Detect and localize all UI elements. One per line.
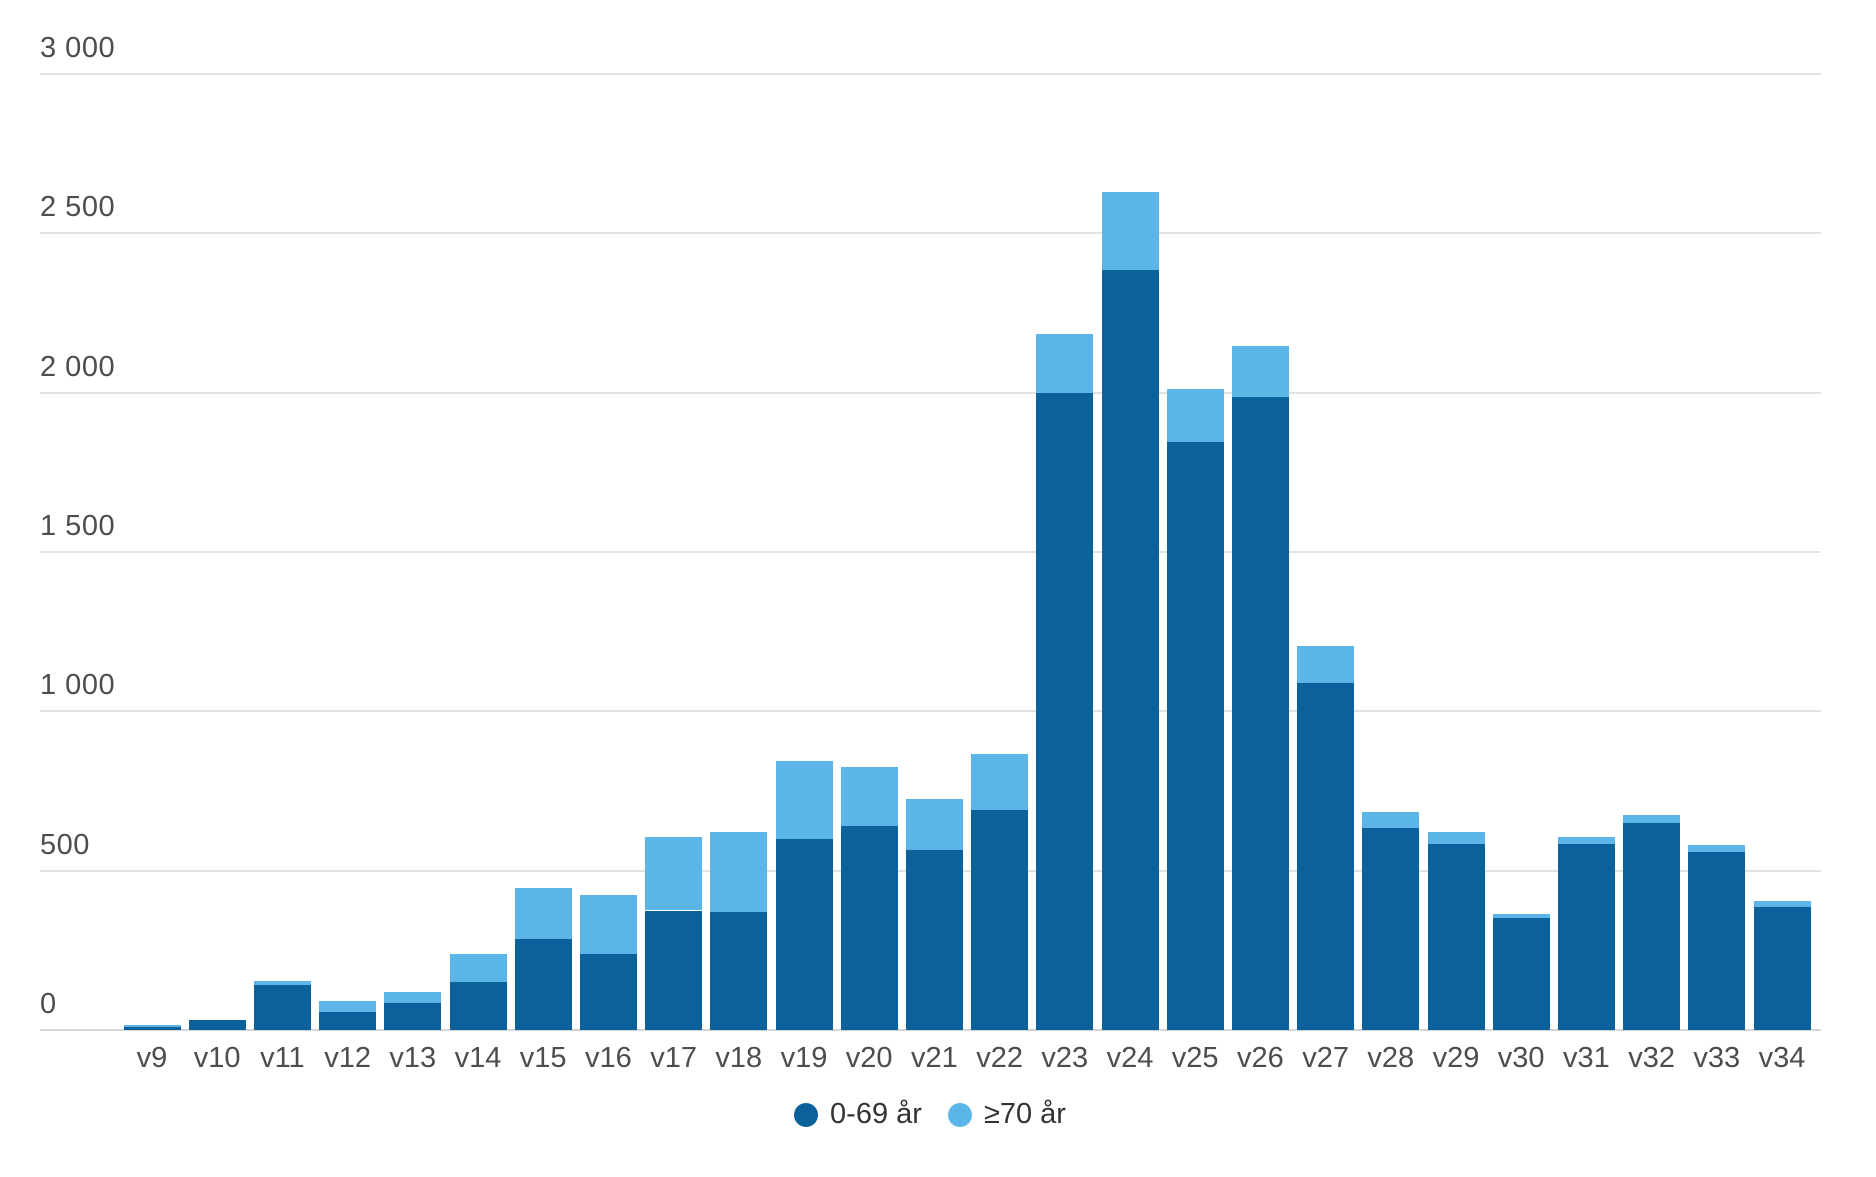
y-tick-label-1000: 1 000 (40, 669, 116, 702)
bar-v14-age-70-plus[interactable] (449, 953, 507, 983)
gridline-0 (40, 1029, 1821, 1031)
y-tick-label-2000: 2 000 (40, 350, 116, 383)
bar-v10-age-0-69[interactable] (188, 1020, 246, 1030)
bar-v9-age-0-69[interactable] (123, 1026, 181, 1030)
x-tick-label-v27: v27 (1302, 1042, 1349, 1074)
bar-v32-age-0-69[interactable] (1623, 822, 1681, 1030)
y-tick-label-500: 500 (40, 828, 90, 861)
x-tick-label-v31: v31 (1563, 1042, 1610, 1074)
bar-v15-age-70-plus[interactable] (514, 888, 572, 940)
legend-label-age-70-plus: ≥70 år (983, 1098, 1066, 1130)
x-tick-label-v17: v17 (650, 1042, 697, 1074)
bar-v33-age-0-69[interactable] (1688, 851, 1746, 1030)
bar-v25-age-70-plus[interactable] (1166, 389, 1224, 443)
bar-v9-age-70-plus[interactable] (123, 1025, 181, 1027)
bar-v15-age-0-69[interactable] (514, 939, 572, 1030)
x-tick-label-v19: v19 (780, 1042, 828, 1074)
bar-v21-age-70-plus[interactable] (905, 798, 963, 850)
bar-v29-age-70-plus[interactable] (1427, 832, 1485, 844)
x-tick-label-v32: v32 (1628, 1042, 1675, 1074)
x-tick-label-v14: v14 (454, 1042, 502, 1074)
bar-v18-age-70-plus[interactable] (710, 832, 768, 913)
x-tick-label-v16: v16 (585, 1042, 632, 1074)
bar-v11-age-70-plus[interactable] (253, 980, 311, 986)
bar-v31-age-0-69[interactable] (1557, 843, 1615, 1030)
x-tick-label-v22: v22 (976, 1042, 1023, 1074)
x-tick-label-v33: v33 (1693, 1042, 1741, 1074)
bar-v32-age-70-plus[interactable] (1623, 814, 1681, 823)
legend-item-age-70-plus[interactable]: ≥70 år (947, 1098, 1066, 1131)
y-tick-label-2500: 2 500 (40, 191, 116, 224)
bar-v31-age-70-plus[interactable] (1557, 837, 1615, 844)
x-tick-label-v23: v23 (1041, 1042, 1089, 1074)
bar-v26-age-0-69[interactable] (1231, 397, 1289, 1030)
bar-v30-age-0-69[interactable] (1492, 918, 1550, 1030)
bar-v20-age-70-plus[interactable] (840, 767, 898, 827)
bar-v11-age-0-69[interactable] (253, 985, 311, 1030)
bar-v18-age-0-69[interactable] (710, 912, 768, 1030)
bar-v28-age-0-69[interactable] (1362, 827, 1420, 1030)
x-tick-label-v18: v18 (715, 1042, 763, 1074)
y-tick-label-0: 0 (40, 988, 57, 1020)
bar-v16-age-0-69[interactable] (579, 953, 637, 1030)
gridline-3000 (40, 73, 1821, 75)
x-tick-label-v25: v25 (1171, 1042, 1219, 1074)
gridline-1000 (40, 710, 1821, 713)
gridline-1500 (40, 551, 1821, 553)
x-tick-label-v28: v28 (1367, 1042, 1415, 1074)
bar-v34-age-0-69[interactable] (1753, 907, 1811, 1030)
x-tick-label-v12: v12 (324, 1042, 371, 1074)
legend-swatch-icon-age-0-69 (794, 1102, 819, 1127)
bar-v34-age-70-plus[interactable] (1753, 900, 1811, 908)
bar-v28-age-70-plus[interactable] (1362, 811, 1420, 828)
bar-v19-age-70-plus[interactable] (775, 760, 833, 839)
legend-label-age-0-69: 0-69 år (830, 1098, 922, 1130)
x-tick-label-v15: v15 (519, 1042, 567, 1074)
legend-item-age-0-69[interactable]: 0-69 år (794, 1098, 922, 1131)
bar-v13-age-70-plus[interactable] (384, 991, 442, 1003)
x-tick-label-v13: v13 (389, 1042, 437, 1074)
legend-swatch-icon-age-70-plus (947, 1102, 972, 1127)
bar-v12-age-70-plus[interactable] (319, 1001, 377, 1013)
x-tick-label-v30: v30 (1497, 1042, 1545, 1074)
chart-legend: 0-69 år ≥70 år (0, 1098, 1860, 1131)
x-tick-label-v9: v9 (136, 1042, 168, 1074)
bar-v22-age-70-plus[interactable] (971, 754, 1029, 811)
bar-v13-age-0-69[interactable] (384, 1002, 442, 1030)
bar-v21-age-0-69[interactable] (905, 849, 963, 1030)
y-tick-label-1500: 1 500 (40, 510, 116, 542)
bar-v26-age-70-plus[interactable] (1231, 346, 1289, 398)
bar-v20-age-0-69[interactable] (840, 826, 898, 1030)
x-tick-label-v10: v10 (193, 1042, 241, 1074)
bar-v29-age-0-69[interactable] (1427, 843, 1485, 1030)
bar-v25-age-0-69[interactable] (1166, 442, 1224, 1030)
bar-v27-age-70-plus[interactable] (1297, 646, 1355, 683)
x-tick-label-v29: v29 (1432, 1042, 1480, 1074)
bar-v12-age-0-69[interactable] (319, 1012, 377, 1030)
x-tick-label-v21: v21 (911, 1042, 958, 1074)
bar-v19-age-0-69[interactable] (775, 838, 833, 1030)
bar-v17-age-0-69[interactable] (645, 910, 703, 1030)
bar-v17-age-70-plus[interactable] (645, 837, 703, 911)
bar-v24-age-0-69[interactable] (1101, 269, 1159, 1030)
bar-v23-age-70-plus[interactable] (1036, 333, 1094, 393)
bar-v33-age-70-plus[interactable] (1688, 845, 1746, 852)
bar-v22-age-0-69[interactable] (971, 810, 1029, 1030)
bar-v23-age-0-69[interactable] (1036, 392, 1094, 1030)
y-tick-label-3000: 3 000 (40, 32, 116, 64)
x-tick-label-v11: v11 (260, 1042, 305, 1074)
bar-v24-age-70-plus[interactable] (1101, 191, 1159, 270)
x-tick-label-v24: v24 (1106, 1042, 1154, 1074)
bar-v30-age-70-plus[interactable] (1492, 913, 1550, 919)
bar-v16-age-70-plus[interactable] (579, 894, 637, 954)
bar-v14-age-0-69[interactable] (449, 982, 507, 1030)
bar-v27-age-0-69[interactable] (1297, 682, 1355, 1030)
x-tick-label-v26: v26 (1237, 1042, 1284, 1074)
x-tick-label-v34: v34 (1758, 1042, 1806, 1074)
x-tick-label-v20: v20 (845, 1042, 893, 1074)
gridline-2000 (40, 391, 1821, 394)
gridline-2500 (40, 232, 1821, 235)
